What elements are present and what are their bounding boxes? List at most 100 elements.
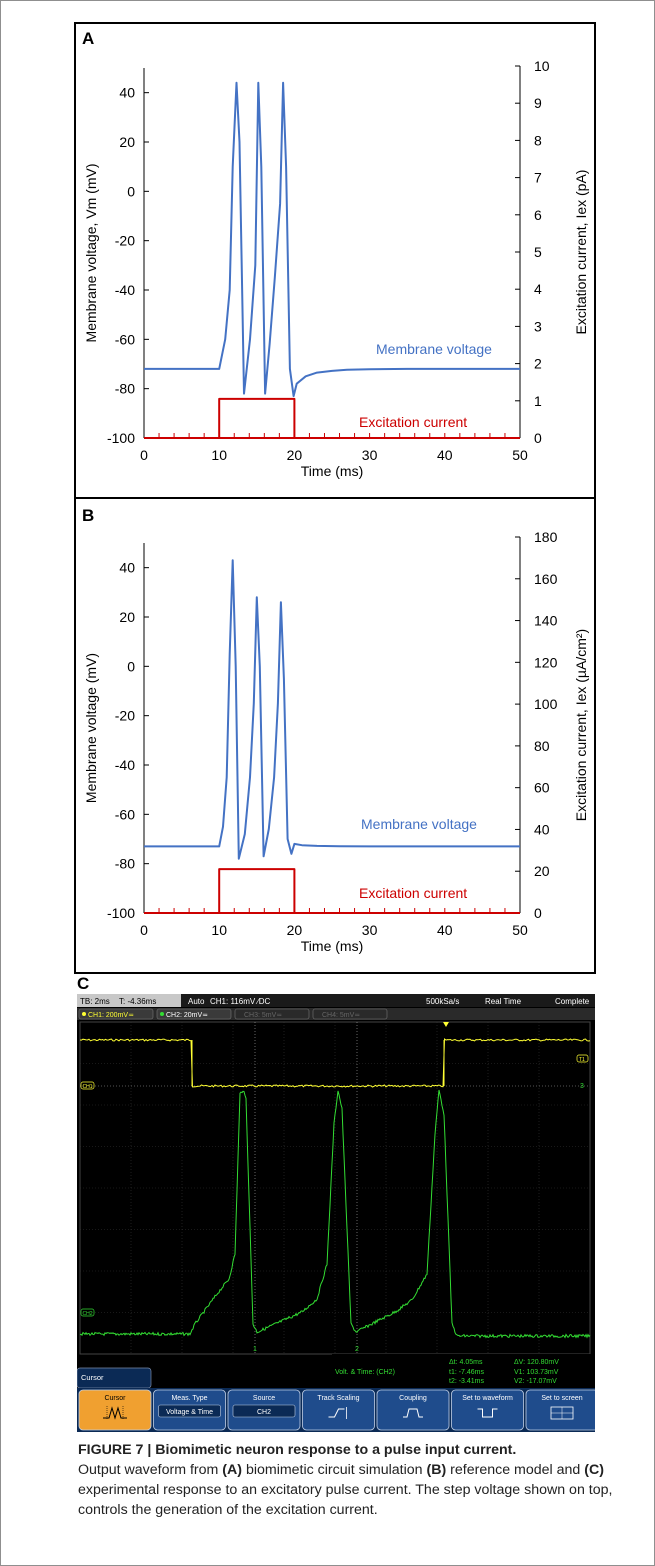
ch1-marker [80,1081,95,1090]
legend-membrane-voltage: Membrane voltage [361,816,477,832]
y2-tick-label: 0 [534,905,542,921]
y-tick-label: 40 [119,85,135,101]
timebase-box[interactable] [77,994,181,1007]
y2-tick-label: 7 [534,170,542,186]
cursor-waveform-icon [103,1406,127,1420]
softkey-value: Voltage & Time [166,1409,213,1416]
y-tick-label: -20 [115,708,135,724]
channel-tab-1[interactable] [78,1008,154,1020]
legend-excitation-current: Excitation current [359,885,467,901]
y-axis-label: Membrane voltage, Vm (mV) [83,164,99,343]
y2-tick-label: 100 [534,696,558,712]
y2-tick-label: 8 [534,132,542,148]
caption-title: FIGURE 7 | Biomimetic neuron response to… [78,1442,517,1458]
scope-graticule [80,1022,590,1354]
figure-caption: FIGURE 7 | Biomimetic neuron response to… [78,1440,648,1520]
channel-tab-4[interactable] [312,1008,388,1020]
softkey-label: Cursor [104,1395,126,1402]
panel-a: A Membrane voltage Excitation current 40… [74,22,596,499]
membrane-voltage-line [144,559,520,860]
scope-status-bar [77,994,595,1007]
y2-tick-label: 4 [534,281,542,297]
panel-c-letter: C [77,974,90,993]
channel-tab-3[interactable] [234,1008,310,1020]
caption-ref-a: (A) [222,1462,242,1478]
y-tick-label: -60 [115,331,135,347]
x-tick-label: 0 [140,447,148,463]
trigger-level-label: T1 [579,1057,585,1063]
x-tick-label: 50 [512,447,528,463]
softkey-value-box [158,1404,221,1418]
trigger-time-text: T: -4.36ms [119,997,156,1006]
panel-b-letter: B [82,506,94,525]
softkey-cursor[interactable] [78,1389,152,1431]
y-tick-label: -80 [115,856,135,872]
track-scaling-icon [328,1407,347,1419]
caption-text-3: reference model and [446,1462,585,1478]
membrane-voltage-line [144,81,520,398]
channel-tab-label: CH3: 5mV≂ [244,1012,282,1019]
caption-text-1: Output waveform from [78,1462,223,1478]
oscilloscope-display: TB: 2ms T: -4.36ms Auto CH1: 116mV ∕DC 5… [76,994,599,1432]
x-tick-label: 40 [437,447,453,463]
menu-title: Cursor [81,1373,104,1382]
channel-tab-2[interactable] [156,1008,232,1020]
softkey-coupling[interactable] [376,1389,450,1431]
readout-t1: t1: -7.46ms [449,1369,485,1376]
y-tick-label: -100 [107,430,135,446]
cursor-1-label: 1 [253,1346,257,1353]
y2-tick-label: 5 [534,244,542,260]
cursor-readout-panel [332,1354,595,1385]
softkey-set-to-waveform[interactable] [451,1389,524,1431]
ch2-marker-label: CH2 [83,1311,93,1317]
readout-mode: Volt. & Time: (CH2) [335,1369,395,1376]
x-axis-label: Time (ms) [301,463,363,479]
ch2-trace [79,1089,591,1339]
softkey-label: Source [253,1395,275,1402]
y-tick-label: -60 [115,806,135,822]
acquisition-mode-text: Real Time [485,997,522,1006]
channel-dot [82,1012,86,1016]
ch2-marker [80,1308,95,1317]
panel-b: B Membrane voltage Excitation current 40… [74,497,596,974]
y2-tick-label: 0 [534,430,542,446]
legend-excitation-current: Excitation current [359,414,467,430]
y-tick-label: 0 [127,658,135,674]
channel-dot [160,1012,164,1016]
softkey-label: Set to screen [541,1395,582,1402]
y-tick-label: -40 [115,282,135,298]
readout-delta-v: ΔV: 120.80mV [514,1359,559,1366]
y2-tick-label: 10 [534,58,550,74]
oscilloscope-screen: TB: 2ms T: -4.36ms Auto CH1: 116mV ∕DC 5… [76,994,599,1432]
channel-tab-label: CH2: 20mV≂ [166,1012,208,1019]
caption-ref-b: (B) [426,1462,447,1478]
y2-tick-label: 160 [534,571,558,587]
y2-tick-label: 140 [534,613,558,629]
y2-tick-label: 3 [534,318,542,334]
y-tick-label: 0 [127,183,135,199]
caption-ref-c: (C) [584,1462,604,1478]
channel-tabs: CH1: 200mV≂ CH2: 20mV≂ CH3: 5mV≂ CH4: 5mV≂ [78,1008,388,1020]
y-axis-label: Membrane voltage (mV) [83,653,99,803]
y2-tick-label: 2 [534,356,542,372]
caption-text-2: biomimetic circuit simulation [242,1462,427,1478]
trigger-position-marker [443,1022,449,1027]
legend-membrane-voltage: Membrane voltage [376,341,492,357]
cursor-2-label: 2 [355,1346,359,1353]
trigger-source-text: CH1: 116mV ∕DC [210,997,271,1006]
y-tick-label: -100 [107,905,135,921]
set-screen-icon [550,1406,574,1420]
y2-tick-label: 6 [534,207,542,223]
softkey-label: Coupling [399,1395,427,1402]
x-tick-label: 10 [211,447,227,463]
caption-text-4: experimental response to an excitatory p… [78,1482,613,1518]
y2-tick-label: 9 [534,95,542,111]
chart-b: B Membrane voltage Excitation current 40… [82,506,589,954]
softkey-label: Track Scaling [317,1395,359,1402]
y2-axis-label: Excitation current, Iex (pA) [573,170,589,335]
trigger-level-marker [576,1054,589,1063]
readout-v2: V2: -17.07mV [514,1378,557,1385]
readout-delta-t: Δt: 4.05ms [449,1359,483,1366]
y-tick-label: 20 [119,609,135,625]
set-waveform-icon [477,1408,498,1418]
